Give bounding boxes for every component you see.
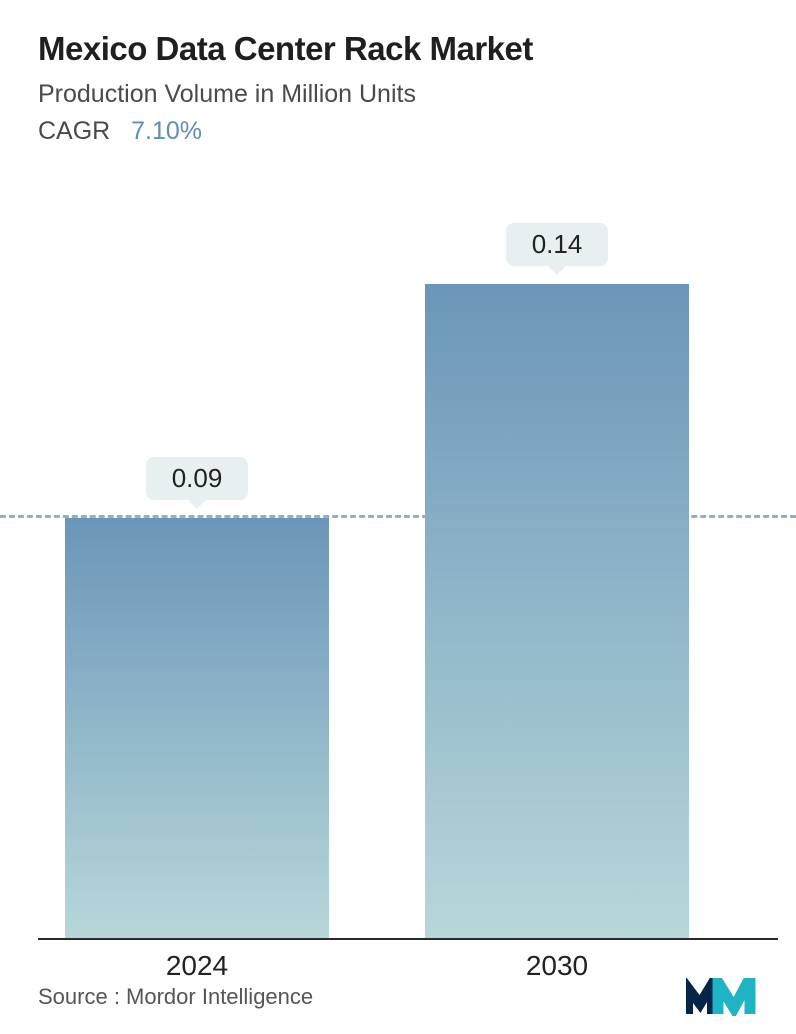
bar-2030 [425, 284, 689, 940]
value-label: 0.14 [506, 223, 609, 266]
source-text: Source : Mordor Intelligence [38, 984, 313, 1010]
cagr-label: CAGR [38, 117, 110, 145]
bar-fill [65, 518, 329, 940]
x-axis-line [38, 938, 778, 940]
chart-subtitle: Production Volume in Million Units [38, 80, 758, 109]
value-label-wrap: 0.14 [425, 223, 689, 266]
value-label-wrap: 0.09 [65, 457, 329, 500]
brand-logo [686, 978, 758, 1016]
footer: Source : Mordor Intelligence [38, 978, 758, 1016]
value-label: 0.09 [146, 457, 249, 500]
cagr-row: CAGR 7.10% [38, 117, 758, 146]
cagr-value: 7.10% [131, 117, 202, 145]
chart-title: Mexico Data Center Rack Market [38, 30, 758, 68]
chart-area: 0.09 0.14 [0, 190, 796, 940]
bar-2024 [65, 518, 329, 940]
chart-container: Mexico Data Center Rack Market Productio… [0, 0, 796, 1034]
bar-fill [425, 284, 689, 940]
